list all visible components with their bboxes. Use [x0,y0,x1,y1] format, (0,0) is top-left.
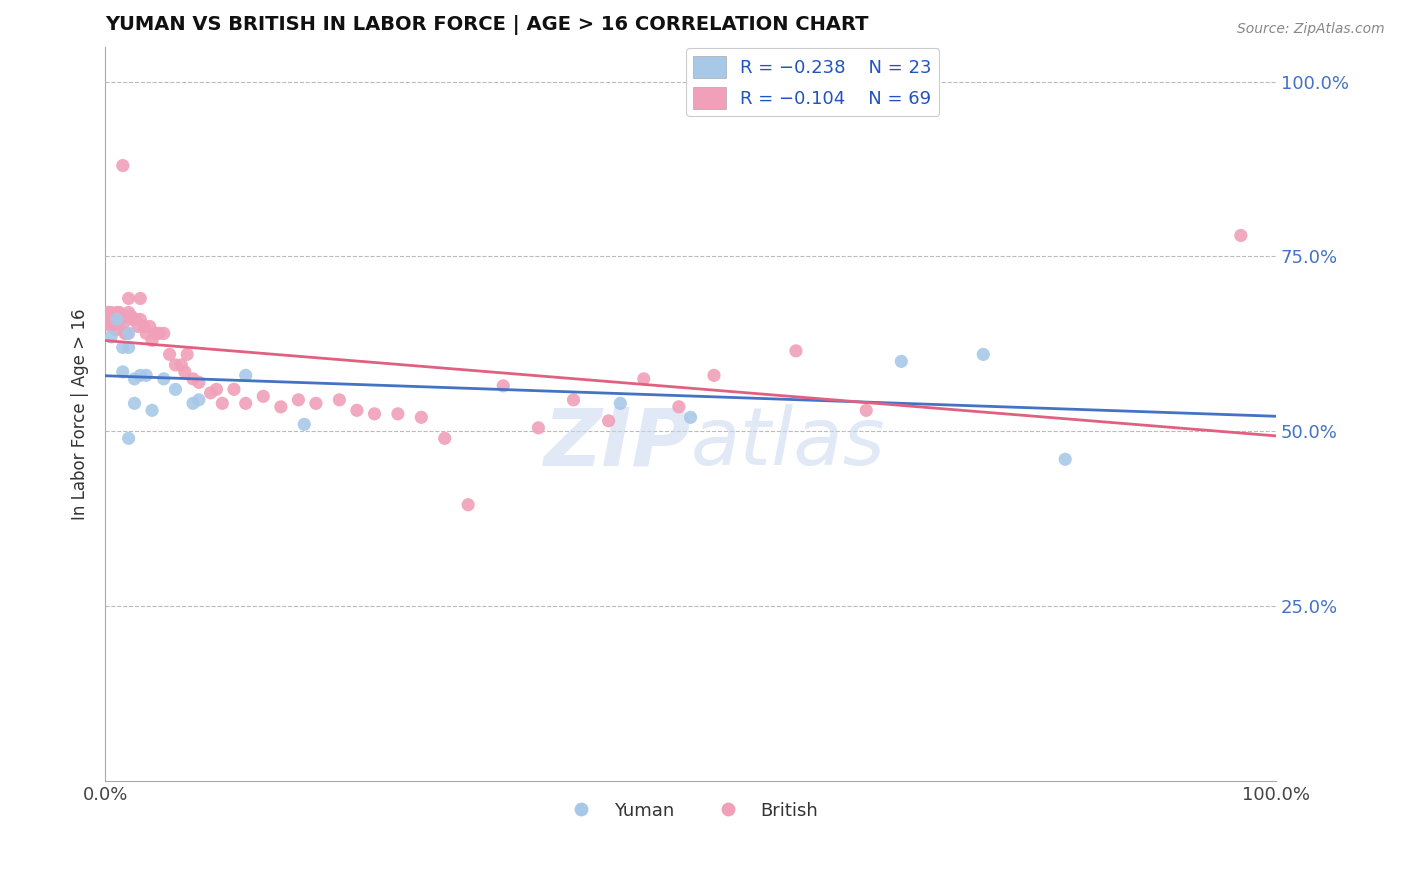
Text: ZIP: ZIP [543,404,690,483]
Point [117,340,139,354]
Point [527,421,550,435]
Point [101,316,124,330]
Point [145,326,167,341]
Point [222,382,245,396]
Point [135,326,157,341]
Legend: Yuman, British: Yuman, British [555,795,825,827]
Point [100,319,122,334]
Point [972,347,994,361]
Point [433,431,456,445]
Point [138,319,160,334]
Point [287,392,309,407]
Point [141,403,163,417]
Point [129,368,152,383]
Point [107,316,129,330]
Point [132,319,155,334]
Point [117,431,139,445]
Point [328,392,350,407]
Point [108,305,131,319]
Point [165,382,187,396]
Point [855,403,877,417]
Point [205,382,228,396]
Point [117,326,139,341]
Point [105,312,128,326]
Point [152,372,174,386]
Point [633,372,655,386]
Point [270,400,292,414]
Point [679,410,702,425]
Point [117,305,139,319]
Point [111,365,134,379]
Point [105,312,128,326]
Point [785,343,807,358]
Point [121,312,143,326]
Point [346,403,368,417]
Point [252,389,274,403]
Point [187,376,209,390]
Point [98,312,121,326]
Point [96,305,118,319]
Point [124,312,146,326]
Point [141,334,163,348]
Point [181,372,204,386]
Point [124,372,146,386]
Point [127,319,149,334]
Point [363,407,385,421]
Point [129,312,152,326]
Point [115,326,138,341]
Point [211,396,233,410]
Text: atlas: atlas [690,404,886,483]
Y-axis label: In Labor Force | Age > 16: In Labor Force | Age > 16 [72,308,89,519]
Point [129,292,152,306]
Point [235,396,257,410]
Point [159,347,181,361]
Point [235,368,257,383]
Point [668,400,690,414]
Text: Source: ZipAtlas.com: Source: ZipAtlas.com [1237,22,1385,37]
Point [135,368,157,383]
Text: YUMAN VS BRITISH IN LABOR FORCE | AGE > 16 CORRELATION CHART: YUMAN VS BRITISH IN LABOR FORCE | AGE > … [105,15,869,35]
Point [104,323,127,337]
Point [165,358,187,372]
Point [305,396,328,410]
Point [103,316,125,330]
Point [117,292,139,306]
Point [1230,228,1253,243]
Point [100,305,122,319]
Point [103,312,125,326]
Point [97,316,120,330]
Point [100,330,122,344]
Point [609,396,631,410]
Point [111,340,134,354]
Point [200,385,222,400]
Point [124,396,146,410]
Point [187,392,209,407]
Point [181,396,204,410]
Point [105,305,128,319]
Point [112,309,135,323]
Point [598,414,620,428]
Point [173,365,195,379]
Point [562,392,585,407]
Point [152,326,174,341]
Point [111,319,134,334]
Point [117,326,139,341]
Point [1054,452,1077,467]
Point [703,368,725,383]
Point [176,347,198,361]
Point [292,417,315,432]
Point [411,410,433,425]
Point [170,358,193,372]
Point [110,312,132,326]
Point [111,159,134,173]
Point [124,312,146,326]
Point [114,326,136,341]
Point [387,407,409,421]
Point [457,498,479,512]
Point [890,354,912,368]
Point [120,309,142,323]
Point [492,379,515,393]
Point [148,326,170,341]
